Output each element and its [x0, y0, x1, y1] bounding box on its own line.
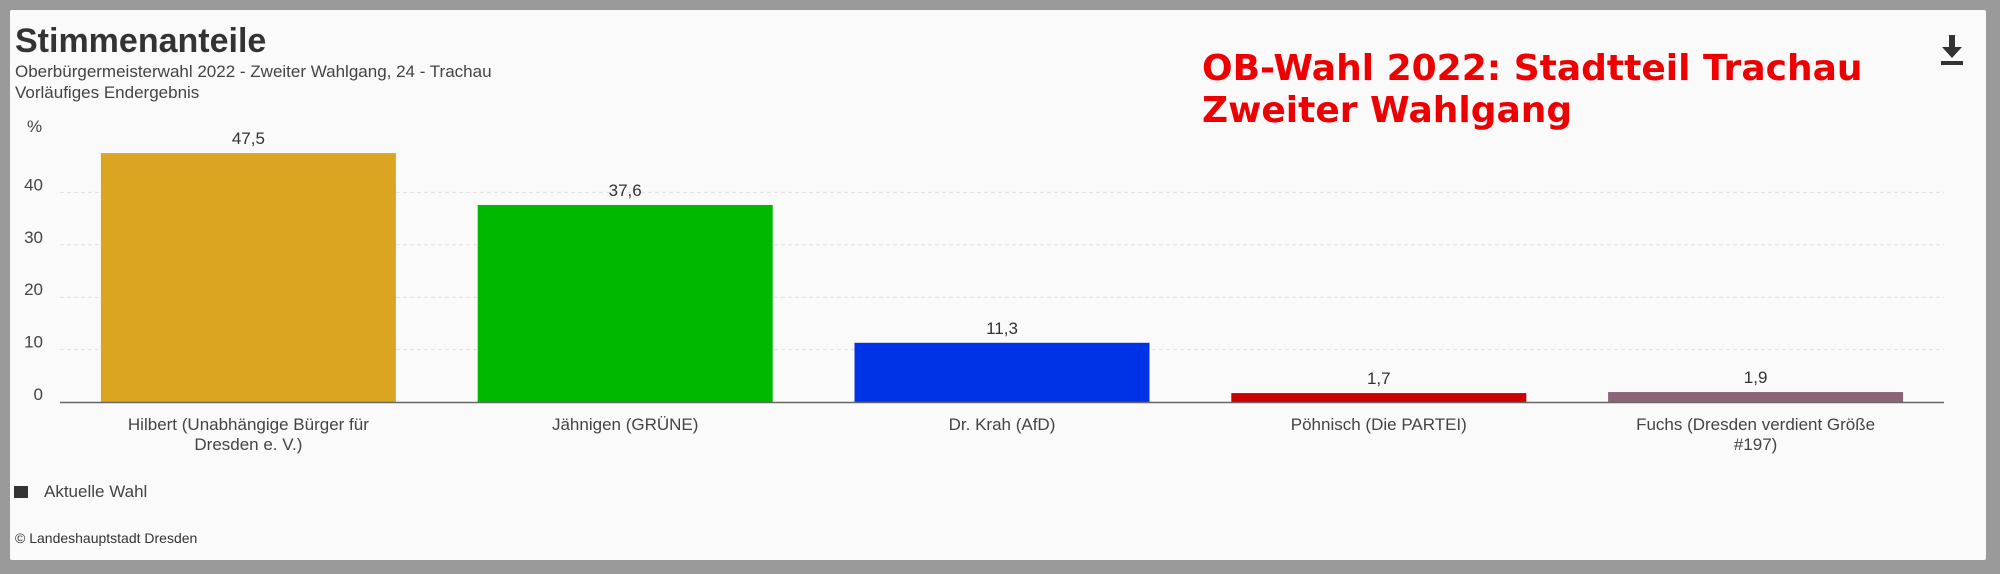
x-category-label: Jähnigen (GRÜNE) — [552, 415, 698, 434]
y-tick-label: 40 — [24, 175, 43, 194]
overlay-title-line-2: Zweiter Wahlgang — [1202, 90, 1573, 131]
credits: © Landeshauptstadt Dresden — [15, 530, 198, 546]
overlay-title: OB-Wahl 2022: Stadtteil Trachau Zweiter … — [1202, 48, 1863, 132]
download-icon[interactable] — [1938, 32, 1966, 68]
bar[interactable] — [854, 342, 1150, 402]
bar[interactable] — [1231, 393, 1527, 402]
chart-title: Stimmenanteile — [15, 22, 267, 60]
legend-swatch — [14, 486, 28, 498]
data-label: 1,7 — [1367, 369, 1391, 388]
data-label: 1,9 — [1744, 368, 1768, 387]
y-unit-label: % — [27, 117, 42, 136]
bar[interactable] — [1608, 392, 1904, 402]
overlay-title-line-1: OB-Wahl 2022: Stadtteil Trachau — [1202, 48, 1863, 89]
x-category-label: Hilbert (Unabhängige Bürger für Dresden e… — [128, 415, 369, 454]
x-category-label: Fuchs (Dresden verdient Größe #197) — [1636, 415, 1875, 454]
y-tick-label: 30 — [24, 228, 43, 247]
x-category-label: Pöhnisch (Die PARTEI) — [1291, 415, 1467, 434]
bar[interactable] — [477, 204, 773, 402]
chart-subtitle: Oberbürgermeisterwahl 2022 - Zweiter Wah… — [15, 61, 492, 103]
category-labels: Hilbert (Unabhängige Bürger für Dresden e… — [128, 415, 1875, 454]
y-tick-label: 0 — [34, 385, 43, 404]
data-label: 47,5 — [232, 129, 265, 148]
y-axis-ticks: 0 10 20 30 40 — [24, 175, 43, 404]
legend[interactable]: Aktuelle Wahl — [14, 482, 147, 502]
data-label: 11,3 — [986, 319, 1018, 338]
x-category-label: Dr. Krah (AfD) — [949, 415, 1056, 434]
bar[interactable] — [100, 153, 396, 402]
subtitle-line-1: Oberbürgermeisterwahl 2022 - Zweiter Wah… — [15, 62, 492, 81]
legend-label: Aktuelle Wahl — [44, 482, 148, 501]
subtitle-line-2: Vorläufiges Endergebnis — [15, 83, 200, 102]
data-label: 37,6 — [609, 181, 642, 200]
bars — [100, 153, 1904, 402]
data-labels: 47,5 37,6 11,3 1,7 1,9 — [232, 129, 1768, 388]
y-tick-label: 20 — [24, 280, 43, 299]
y-tick-label: 10 — [24, 333, 43, 352]
